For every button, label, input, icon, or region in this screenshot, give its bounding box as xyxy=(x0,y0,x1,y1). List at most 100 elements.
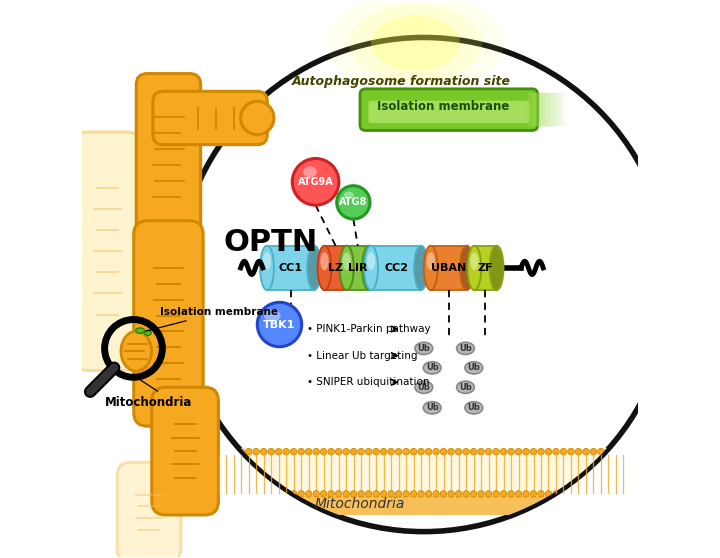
Circle shape xyxy=(531,490,536,497)
Circle shape xyxy=(215,490,222,497)
Bar xyxy=(346,246,369,290)
Circle shape xyxy=(410,449,417,455)
Ellipse shape xyxy=(362,246,376,290)
Text: Mitochondria: Mitochondria xyxy=(105,396,193,408)
Text: Mitochondria: Mitochondria xyxy=(315,497,405,511)
Circle shape xyxy=(283,490,289,497)
Text: LZ: LZ xyxy=(328,263,343,273)
Bar xyxy=(431,246,467,290)
Circle shape xyxy=(606,490,612,497)
Circle shape xyxy=(590,490,597,497)
Circle shape xyxy=(328,490,334,497)
Circle shape xyxy=(230,449,237,455)
Ellipse shape xyxy=(303,166,317,177)
Text: Ub: Ub xyxy=(467,363,480,372)
Circle shape xyxy=(208,490,215,497)
Ellipse shape xyxy=(427,252,435,270)
Circle shape xyxy=(268,449,274,455)
Text: • SNIPER ubiquitination: • SNIPER ubiquitination xyxy=(307,377,430,387)
Ellipse shape xyxy=(344,191,354,199)
Circle shape xyxy=(177,37,671,532)
Ellipse shape xyxy=(460,246,474,290)
Circle shape xyxy=(290,449,297,455)
Circle shape xyxy=(268,490,274,497)
Ellipse shape xyxy=(423,362,441,374)
Circle shape xyxy=(313,449,320,455)
Circle shape xyxy=(365,490,372,497)
FancyBboxPatch shape xyxy=(546,93,554,127)
Circle shape xyxy=(568,449,575,455)
FancyBboxPatch shape xyxy=(136,74,201,240)
Circle shape xyxy=(545,490,552,497)
Text: OPTN: OPTN xyxy=(224,228,318,257)
Circle shape xyxy=(380,490,387,497)
Bar xyxy=(267,246,314,290)
Circle shape xyxy=(276,449,282,455)
Circle shape xyxy=(426,490,432,497)
Text: • Linear Ub targeting: • Linear Ub targeting xyxy=(307,350,418,360)
Circle shape xyxy=(298,490,305,497)
Ellipse shape xyxy=(371,15,460,71)
Circle shape xyxy=(448,490,454,497)
Ellipse shape xyxy=(145,330,151,335)
Ellipse shape xyxy=(456,381,474,393)
Circle shape xyxy=(470,449,477,455)
FancyBboxPatch shape xyxy=(532,93,541,127)
Text: Isolation membrane: Isolation membrane xyxy=(377,100,510,113)
FancyBboxPatch shape xyxy=(134,221,203,426)
Ellipse shape xyxy=(470,252,479,270)
Text: Autophagosome formation site: Autophagosome formation site xyxy=(292,75,511,88)
Circle shape xyxy=(403,490,409,497)
Circle shape xyxy=(613,490,619,497)
Circle shape xyxy=(545,449,552,455)
Bar xyxy=(474,246,497,290)
Circle shape xyxy=(582,449,589,455)
Circle shape xyxy=(337,186,370,219)
Bar xyxy=(325,246,346,290)
Circle shape xyxy=(276,490,282,497)
Circle shape xyxy=(516,490,522,497)
Circle shape xyxy=(598,449,604,455)
Circle shape xyxy=(500,490,507,497)
FancyBboxPatch shape xyxy=(152,387,218,515)
Circle shape xyxy=(455,490,462,497)
Circle shape xyxy=(336,490,342,497)
Ellipse shape xyxy=(135,328,145,334)
Circle shape xyxy=(230,490,237,497)
Circle shape xyxy=(290,490,297,497)
Circle shape xyxy=(403,449,409,455)
Circle shape xyxy=(208,449,215,455)
Ellipse shape xyxy=(423,402,441,414)
Text: ZF: ZF xyxy=(477,263,493,273)
FancyBboxPatch shape xyxy=(550,93,559,127)
Circle shape xyxy=(253,490,259,497)
Circle shape xyxy=(606,449,612,455)
Ellipse shape xyxy=(340,246,354,290)
Circle shape xyxy=(598,490,604,497)
Text: TBK1: TBK1 xyxy=(264,320,296,330)
Text: • PINK1-Parkin pathway: • PINK1-Parkin pathway xyxy=(307,324,431,334)
Circle shape xyxy=(538,449,544,455)
Circle shape xyxy=(560,490,567,497)
Circle shape xyxy=(538,490,544,497)
Circle shape xyxy=(620,490,626,497)
Text: Ub: Ub xyxy=(418,383,431,392)
Circle shape xyxy=(298,449,305,455)
Text: Ub: Ub xyxy=(426,363,438,372)
Circle shape xyxy=(560,449,567,455)
Circle shape xyxy=(575,449,582,455)
Circle shape xyxy=(283,449,289,455)
Circle shape xyxy=(441,449,447,455)
Text: ATG9A: ATG9A xyxy=(297,177,333,187)
Circle shape xyxy=(448,449,454,455)
Circle shape xyxy=(358,490,364,497)
Ellipse shape xyxy=(264,310,281,322)
Circle shape xyxy=(441,490,447,497)
Bar xyxy=(191,448,632,515)
Circle shape xyxy=(553,449,559,455)
Bar xyxy=(371,246,421,290)
Ellipse shape xyxy=(465,402,482,414)
FancyBboxPatch shape xyxy=(153,92,267,145)
FancyBboxPatch shape xyxy=(360,89,538,131)
Circle shape xyxy=(395,490,402,497)
